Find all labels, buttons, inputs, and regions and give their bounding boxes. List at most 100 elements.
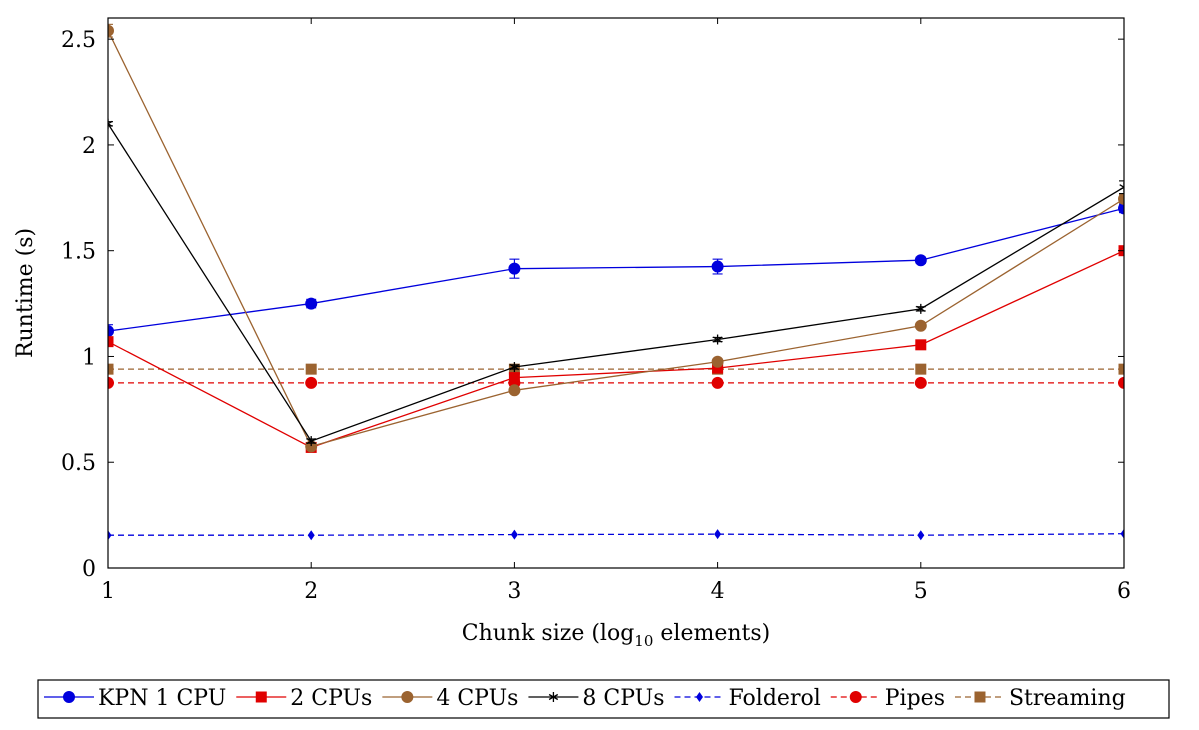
series-line-4-cpus: [108, 30, 1124, 448]
data-point-2-cpus: [915, 339, 927, 351]
legend-item-4-cpus: 4 CPUs: [382, 686, 518, 711]
data-point-8-cpus: [712, 334, 723, 345]
series-4-cpus: [108, 23, 1124, 453]
data-point-pipes: [305, 376, 318, 389]
data-point-streaming: [108, 363, 114, 375]
x-tick-label: 4: [711, 579, 725, 604]
data-point-8-cpus: [306, 436, 316, 447]
data-point-kpn-1-cpu: [108, 325, 114, 338]
series-folderol: [108, 528, 1124, 541]
plot-marks: [108, 23, 1124, 541]
data-point-folderol: [510, 529, 518, 540]
data-point-8-cpus-stroke: [712, 336, 723, 343]
data-point-streaming: [1118, 363, 1124, 375]
data-point-8-cpus-stroke: [108, 123, 113, 127]
data-point-8-cpus: [509, 362, 520, 373]
legend-marker-folderol: [696, 692, 703, 702]
data-point-4-cpus: [1118, 192, 1124, 205]
data-point-8-cpus: [916, 303, 926, 314]
series-line-folderol: [108, 533, 1124, 536]
data-point-2-cpus: [712, 362, 724, 374]
data-point-kpn-1-cpu: [305, 297, 318, 310]
data-point-8-cpus: [1119, 182, 1124, 193]
data-point-4-cpus: [108, 24, 114, 37]
series-line-2-cpus: [108, 250, 1124, 449]
data-point-pipes: [1118, 376, 1124, 389]
data-point-kpn-1-cpu: [914, 254, 927, 267]
y-tick-label: 2: [82, 134, 96, 159]
data-point-8-cpus: [108, 118, 113, 129]
legend-item-kpn-1-cpu: KPN 1 CPU: [44, 686, 226, 711]
legend: KPN 1 CPU 2 CPUs 4 CPUs 8 CPUs Folderol Pipes…: [37, 679, 1170, 719]
error-bar: [108, 23, 113, 38]
data-point-pipes: [914, 376, 927, 389]
data-point-folderol: [1120, 528, 1124, 539]
data-point-2-cpus: [108, 336, 114, 348]
x-tick-label: 1: [101, 579, 115, 604]
data-point-8-cpus-stroke: [306, 438, 316, 445]
x-axis-title: Chunk size (log10 elements): [462, 621, 770, 650]
data-point-kpn-1-cpu: [508, 262, 521, 275]
plot-frame: [107, 17, 1125, 569]
data-point-8-cpus-stroke: [1119, 186, 1124, 191]
data-point-folderol: [307, 530, 315, 541]
data-point-8-cpus-stroke: [108, 120, 113, 125]
legend-item-8-cpus: 8 CPUs: [528, 686, 665, 711]
x-axis-title-subscript: 10: [634, 632, 653, 650]
x-axis-title-part: elements): [653, 621, 770, 646]
y-tick-label: 1.5: [61, 240, 96, 265]
x-axis-title-part: Chunk size (log: [462, 621, 635, 646]
legend-label-streaming: Streaming: [1009, 686, 1126, 711]
data-point-2-cpus: [508, 372, 520, 384]
data-point-4-cpus: [711, 355, 724, 368]
data-point-kpn-1-cpu: [1118, 202, 1124, 215]
legend-marker-pipes: [849, 691, 862, 703]
data-point-streaming: [915, 363, 927, 375]
legend-label-kpn-1-cpu: KPN 1 CPU: [98, 686, 226, 711]
series-pipes: [108, 376, 1124, 389]
data-point-8-cpus-stroke: [509, 363, 520, 371]
legend-marker-kpn-1-cpu: [63, 691, 75, 703]
x-tick-label: 3: [507, 579, 521, 604]
y-tick-label: 2.5: [61, 28, 96, 53]
legend-label-2-cpus: 2 CPUs: [290, 686, 372, 711]
y-tick-label: 0: [82, 557, 96, 582]
x-tick-label: 6: [1117, 579, 1131, 604]
x-tick-label: 2: [304, 579, 318, 604]
series-kpn-1-cpu: [108, 202, 1124, 338]
data-point-4-cpus: [508, 384, 521, 397]
legend-label-4-cpus: 4 CPUs: [436, 686, 518, 711]
x-tick-label: 5: [914, 579, 928, 604]
y-tick-label: 1: [82, 345, 96, 370]
data-point-4-cpus: [914, 319, 927, 332]
legend-item-streaming: Streaming: [954, 686, 1126, 711]
data-point-streaming: [305, 363, 317, 375]
error-bar: [1119, 180, 1124, 195]
legend-marker-2-cpus: [255, 691, 267, 703]
data-point-folderol: [714, 529, 722, 540]
legend-label-8-cpus: 8 CPUs: [582, 686, 664, 711]
y-axis-title: Runtime (s): [13, 228, 38, 358]
y-tick-label: 0.5: [61, 451, 96, 476]
series-line-kpn-1-cpu: [108, 207, 1124, 332]
legend-item-folderol: Folderol: [674, 686, 821, 711]
legend-marker-streaming: [974, 691, 986, 703]
legend-item-pipes: Pipes: [830, 686, 945, 711]
legend-marker-8-cpus: [548, 692, 559, 702]
data-point-8-cpus-stroke: [1119, 184, 1124, 188]
legend-label-pipes: Pipes: [885, 686, 945, 711]
data-point-kpn-1-cpu: [711, 260, 724, 273]
data-point-folderol: [917, 530, 925, 541]
data-point-folderol: [108, 530, 112, 541]
legend-item-2-cpus: 2 CPUs: [236, 686, 372, 711]
data-point-pipes: [108, 376, 114, 389]
axis-ticks: 1 2 3 4 5 6 0 0.5 1 1.5 2 2.5: [61, 18, 1131, 604]
data-point-8-cpus-stroke: [916, 305, 926, 312]
legend-marker-8-cpus-stroke: [548, 693, 559, 701]
legend-marker-4-cpus: [401, 691, 414, 703]
data-point-pipes: [711, 376, 724, 389]
series-8-cpus: [108, 118, 1124, 447]
legend-label-folderol: Folderol: [729, 686, 821, 711]
